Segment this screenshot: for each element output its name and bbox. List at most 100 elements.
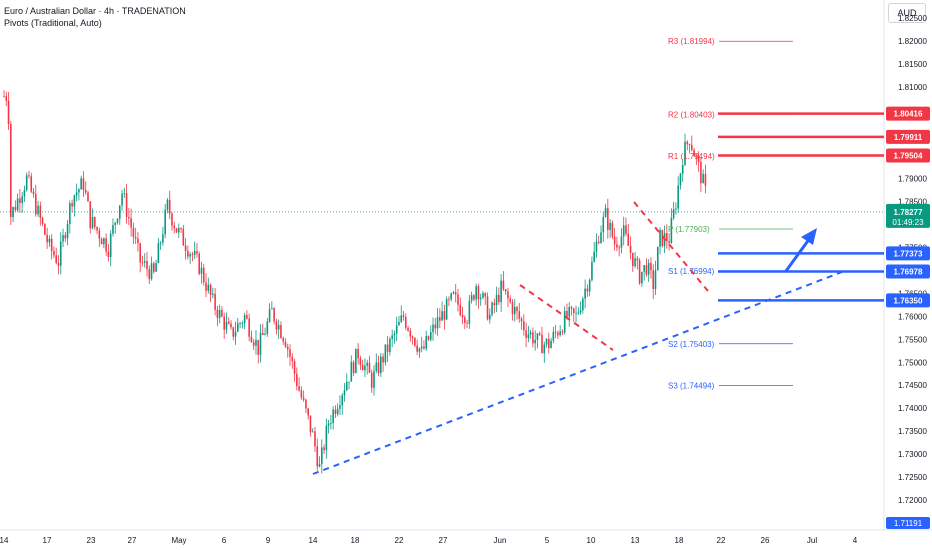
candle-body: [252, 342, 255, 346]
candle-body: [259, 332, 262, 355]
candle-body: [407, 327, 409, 331]
currency-label[interactable]: AUD: [888, 3, 926, 23]
candle-body: [518, 311, 521, 319]
y-tick-label: 1.81000: [898, 83, 927, 92]
candle-body: [532, 332, 534, 344]
candle-body: [73, 195, 76, 207]
y-tick-label: 1.73000: [898, 450, 927, 459]
candle-body: [364, 365, 366, 371]
candle-body: [536, 333, 539, 340]
candle-body: [393, 333, 396, 336]
candle-body: [445, 299, 448, 320]
candle-body: [143, 261, 146, 263]
candle-body: [595, 241, 598, 252]
candle-body: [538, 333, 541, 335]
candle-body: [448, 299, 450, 300]
candle-body: [336, 408, 339, 415]
candle-body: [128, 216, 130, 219]
candle-body: [450, 293, 452, 300]
candle-body: [207, 284, 210, 291]
candle-body: [25, 175, 28, 190]
candle-body: [641, 271, 643, 284]
resistance-level-value: 1.79911: [894, 133, 923, 142]
candle-body: [357, 348, 359, 359]
candle-body: [196, 251, 198, 254]
x-tick-label: 14: [309, 536, 318, 545]
candle-body: [177, 228, 180, 233]
pivot-label: R2 (1.80403): [668, 110, 715, 119]
candle-body: [523, 321, 525, 331]
candle-body: [105, 238, 107, 252]
candle-body: [19, 198, 21, 204]
candle-body: [82, 178, 85, 190]
candle-body: [686, 141, 689, 145]
candle-body: [325, 425, 328, 451]
candle-body: [432, 324, 434, 333]
candle-body: [109, 233, 112, 258]
candle-body: [368, 362, 371, 373]
candle-body: [627, 233, 630, 246]
candle-body: [100, 238, 103, 245]
candle-body: [552, 331, 555, 341]
candle-body: [370, 372, 373, 388]
candle-body: [205, 282, 207, 291]
axis-low-tag: [886, 517, 930, 529]
candle-body: [266, 321, 269, 334]
candle-body: [14, 207, 17, 211]
candle-body: [198, 253, 201, 274]
candle-body: [513, 307, 516, 315]
candle-countdown: 01:49:23: [892, 218, 924, 227]
candle-body: [679, 173, 682, 186]
candle-body: [461, 315, 464, 318]
candle-body: [332, 409, 334, 424]
candle-body: [607, 208, 609, 230]
x-tick-label: Jun: [494, 536, 507, 545]
candle-body: [146, 261, 148, 270]
candle-body: [130, 218, 132, 228]
candle-body: [218, 309, 221, 318]
candle-body: [697, 156, 700, 162]
candle-body: [470, 295, 473, 301]
candle-body: [153, 263, 155, 272]
candle-body: [248, 318, 250, 337]
candle-body: [629, 245, 632, 253]
candle-body: [57, 262, 60, 266]
candle-body: [384, 344, 387, 363]
candle-body: [339, 405, 341, 409]
candle-body: [672, 209, 675, 219]
candle-body: [41, 217, 44, 224]
candle-body: [389, 338, 391, 353]
candle-body: [162, 234, 164, 243]
candle-body: [414, 337, 416, 346]
candle-body: [214, 293, 216, 310]
candle-body: [309, 415, 312, 433]
candle-body: [477, 286, 480, 300]
candle-body: [666, 233, 668, 242]
candle-body: [280, 324, 282, 339]
candle-body: [498, 294, 500, 303]
candle-body: [572, 308, 575, 314]
candle-body: [239, 323, 241, 325]
x-tick-label: 17: [43, 536, 52, 545]
candle-body: [507, 291, 509, 299]
candle-body: [459, 304, 462, 316]
indicator-label[interactable]: Pivots (Traditional, Auto): [4, 18, 102, 28]
candle-body: [681, 165, 684, 174]
candle-body: [345, 381, 348, 391]
candle-body: [118, 205, 121, 219]
candle-body: [543, 344, 546, 354]
candle-body: [527, 334, 530, 338]
y-tick-label: 1.75000: [898, 358, 927, 367]
x-tick-label: Jul: [807, 536, 817, 545]
candle-body: [277, 324, 280, 330]
candle-body: [191, 254, 194, 256]
candle-body: [300, 390, 303, 398]
candle-body: [273, 308, 275, 322]
candle-body: [237, 323, 239, 332]
candle-body: [316, 446, 319, 467]
candle-body: [545, 338, 548, 345]
candle-body: [150, 263, 153, 280]
candle-body: [121, 193, 123, 206]
